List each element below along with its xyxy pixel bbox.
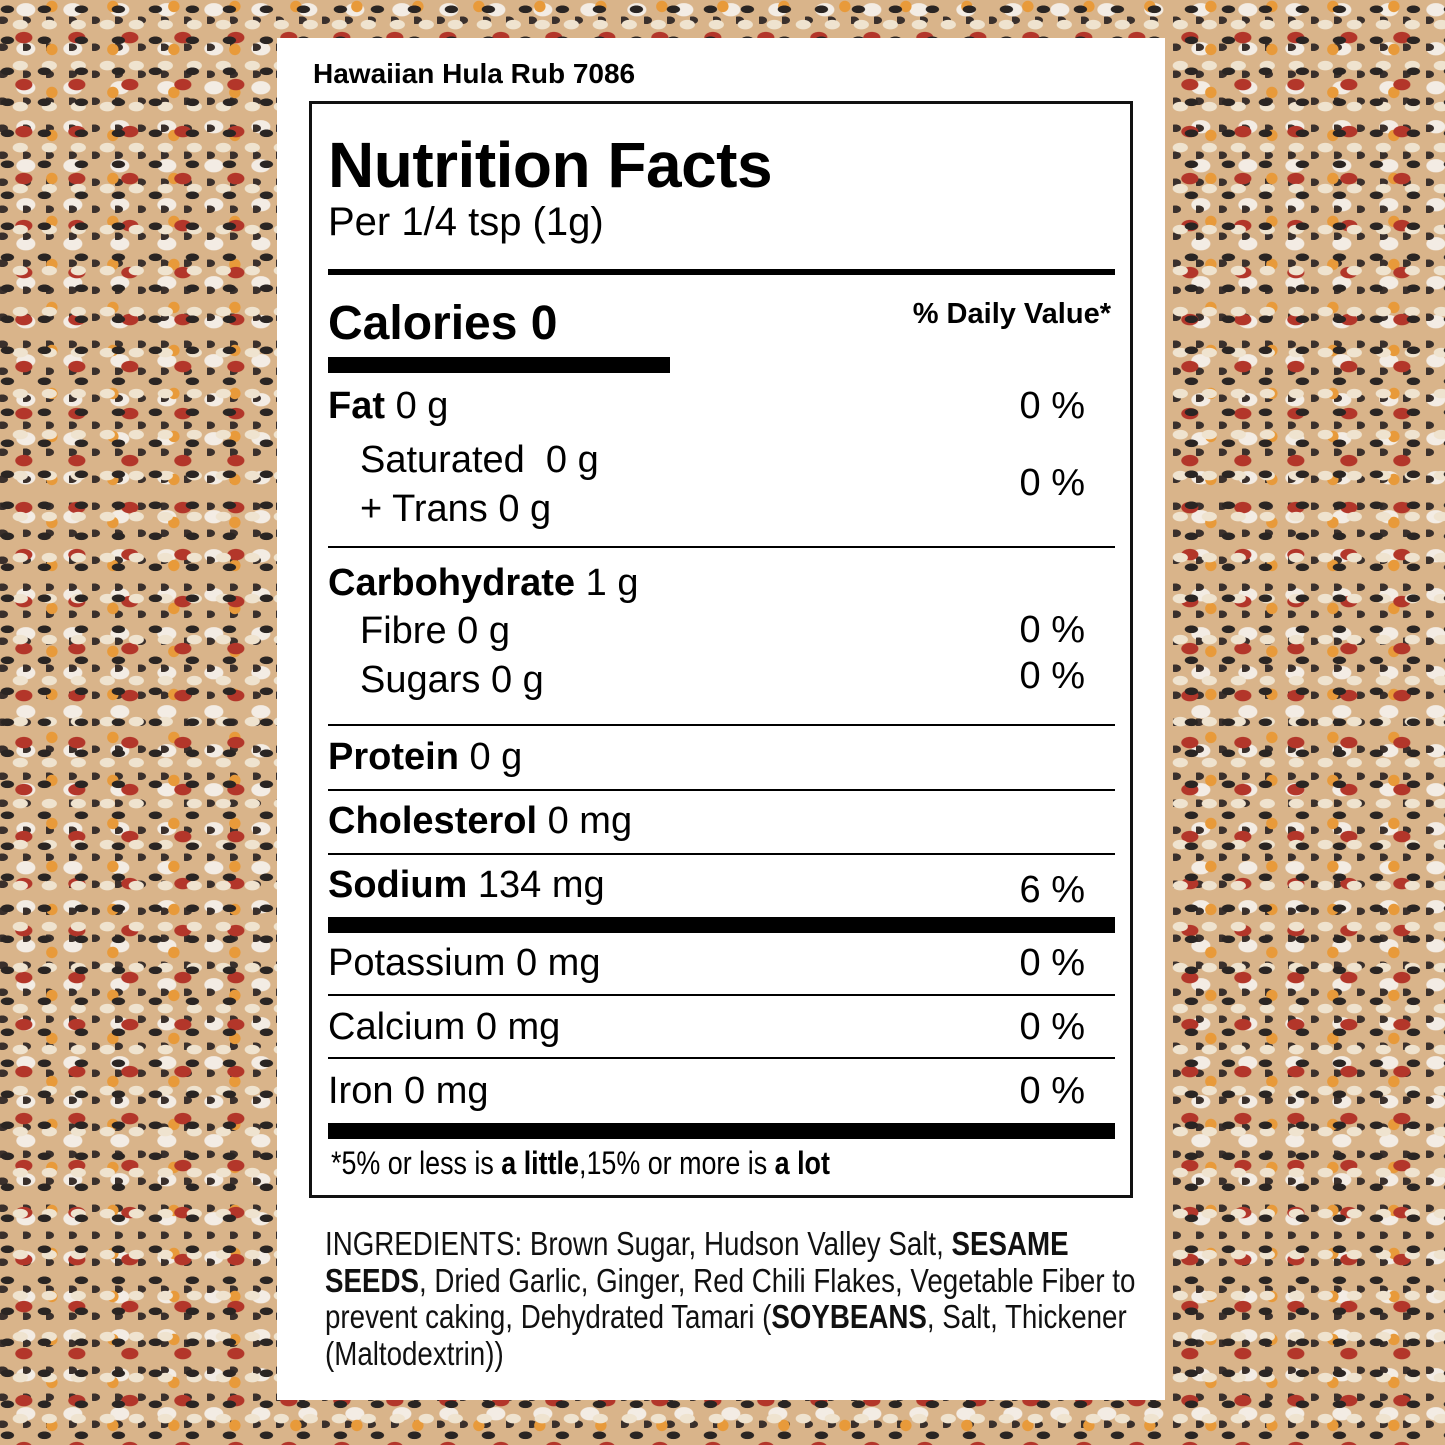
calories: Calories 0: [328, 296, 557, 351]
saturated-label: Saturated: [360, 439, 525, 481]
sodium-row: Sodium 134 mg: [328, 864, 605, 907]
potassium-dv: 0 %: [1019, 942, 1085, 984]
cholesterol-amount: 0 mg: [547, 800, 633, 842]
cholesterol-label: Cholesterol: [328, 800, 538, 842]
divider: [328, 724, 1115, 726]
fat-row: Fat 0 g: [328, 385, 448, 428]
potassium-amount: 0 mg: [515, 942, 601, 984]
footnote-text: *5% or less is: [331, 1145, 502, 1181]
calories-label: Calories: [328, 297, 518, 350]
divider-thick: [328, 1123, 1115, 1139]
iron-amount: 0 mg: [404, 1070, 489, 1112]
daily-value-header: % Daily Value*: [912, 298, 1111, 330]
footnote: *5% or less is a little,15% or more is a…: [331, 1145, 830, 1182]
calcium-dv: 0 %: [1019, 1006, 1085, 1048]
divider: [328, 546, 1115, 548]
potassium-label: Potassium: [328, 942, 506, 984]
carbohydrate-amount: 1 g: [585, 562, 639, 604]
saturated-trans-dv: 0 %: [1019, 462, 1085, 504]
allergen: SOYBEANS: [771, 1298, 927, 1335]
divider: [328, 1057, 1115, 1059]
fat-dv: 0 %: [1019, 385, 1085, 427]
carbohydrate-row: Carbohydrate 1 g: [328, 562, 638, 605]
serving-size: Per 1/4 tsp (1g): [328, 200, 604, 244]
trans-label: + Trans: [360, 488, 488, 530]
divider: [328, 853, 1115, 855]
nutrition-facts-title: Nutrition Facts: [328, 129, 773, 201]
divider-thick: [328, 269, 1115, 275]
sugars-amount: 0 g: [490, 659, 544, 701]
calories-value: 0: [530, 297, 558, 350]
fat-label: Fat: [328, 385, 385, 427]
label-panel: [277, 38, 1165, 1400]
saturated-row: Saturated 0 g: [360, 439, 599, 482]
footnote-bold: a lot: [774, 1145, 830, 1181]
ingredients-text: , Dried Garlic, Ginger, Red Chili Flakes…: [325, 1261, 1136, 1335]
ingredients-text: INGREDIENTS: Brown Sugar, Hudson Valley …: [325, 1225, 952, 1262]
fat-amount: 0 g: [395, 385, 449, 427]
trans-row: + Trans 0 g: [360, 488, 551, 531]
calcium-label: Calcium: [328, 1006, 466, 1048]
fibre-row: Fibre 0 g: [360, 610, 510, 653]
calcium-amount: 0 mg: [475, 1006, 561, 1048]
potassium-row: Potassium 0 mg: [328, 942, 600, 985]
fibre-amount: 0 g: [457, 610, 510, 652]
divider-thick: [328, 917, 1115, 933]
sodium-dv: 6 %: [1019, 869, 1085, 911]
sugars-label: Sugars: [360, 659, 481, 701]
allergen: SESAME SEEDS: [325, 1225, 1069, 1299]
divider: [328, 789, 1115, 791]
sodium-amount: 134 mg: [477, 864, 605, 906]
trans-amount: 0 g: [498, 488, 552, 530]
protein-label: Protein: [328, 736, 459, 778]
sugars-dv: 0 %: [1019, 655, 1085, 697]
saturated-amount: 0 g: [545, 439, 599, 481]
iron-dv: 0 %: [1019, 1070, 1085, 1112]
iron-row: Iron 0 mg: [328, 1070, 489, 1113]
iron-label: Iron: [328, 1070, 394, 1112]
footnote-text: ,15% or more is: [578, 1145, 775, 1181]
sugars-row: Sugars 0 g: [360, 659, 544, 702]
carbohydrate-label: Carbohydrate: [328, 562, 576, 604]
nutrition-facts-box: [309, 101, 1133, 1198]
ingredients-text: , Salt, Thickener (Maltodextrin)): [325, 1298, 1127, 1372]
protein-amount: 0 g: [469, 736, 523, 778]
calcium-row: Calcium 0 mg: [328, 1006, 560, 1049]
divider: [328, 994, 1115, 996]
product-name: Hawaiian Hula Rub 7086: [313, 58, 636, 89]
protein-row: Protein 0 g: [328, 736, 522, 779]
ingredients: INGREDIENTS: Brown Sugar, Hudson Valley …: [325, 1225, 1140, 1372]
cholesterol-row: Cholesterol 0 mg: [328, 800, 632, 843]
fibre-label: Fibre: [360, 610, 447, 652]
sodium-label: Sodium: [328, 864, 468, 906]
footnote-bold: a little: [501, 1145, 579, 1181]
calories-bar: [328, 357, 670, 373]
fibre-dv: 0 %: [1019, 609, 1085, 651]
